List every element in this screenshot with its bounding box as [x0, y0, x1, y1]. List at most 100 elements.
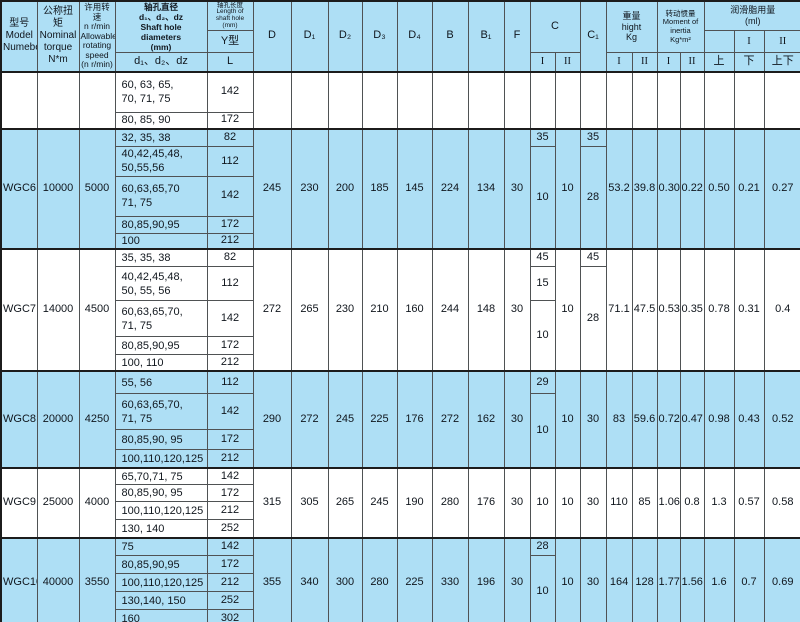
- table-header: 型号 Model Numeber 公称扭矩 Nominal torque N*m…: [0, 0, 800, 73]
- grease-up-cell: 1.3: [703, 466, 735, 539]
- c-i-cell: 29: [529, 369, 556, 395]
- c-i-cell: 10: [529, 146, 556, 250]
- c-i-cell: 28: [529, 536, 556, 557]
- c-i-cell: 15: [529, 266, 556, 302]
- hole-length-cell: 142: [206, 466, 254, 486]
- col-header-weight: 重量 hight Kg: [605, 0, 658, 54]
- grease-updown-cell: 0.27: [763, 127, 800, 250]
- weight-i-cell: 110: [605, 466, 633, 539]
- grease-down-cell: 0.31: [733, 247, 765, 372]
- grease-updown-cell: 0.52: [763, 369, 800, 469]
- dim-f-cell: [503, 70, 531, 130]
- col-header-f: F: [503, 0, 531, 73]
- col-header-model: 型号 Model Numeber: [0, 0, 38, 73]
- dim-d1-cell: [290, 70, 329, 130]
- dim-d-cell: 290: [252, 369, 292, 469]
- grease-down-cell: [733, 70, 765, 130]
- hole-length-cell: 142: [206, 70, 254, 114]
- model-cell: WGC7: [0, 247, 38, 372]
- dim-d2-cell: 245: [327, 369, 363, 469]
- c1-cell: 30: [579, 369, 607, 469]
- dim-d1-cell: 230: [290, 127, 329, 250]
- grease-down-cell: 0.43: [733, 369, 765, 469]
- weight-ii-cell: [631, 70, 658, 130]
- shaft-holes-cell: 60,63,65,70, 71, 75: [114, 393, 208, 431]
- shaft-holes-cell: 80,85,90, 95: [114, 429, 208, 451]
- dim-d-cell: [252, 70, 292, 130]
- hole-length-cell: 302: [206, 609, 254, 622]
- hole-length-cell: 172: [206, 555, 254, 575]
- dim-b-cell: 280: [431, 466, 469, 539]
- dim-d1-cell: 340: [290, 536, 329, 622]
- hole-length-cell: 252: [206, 591, 254, 611]
- col-header-c-i: I: [529, 52, 556, 73]
- model-cell: WGC10: [0, 536, 38, 622]
- dim-d3-cell: 225: [361, 369, 398, 469]
- dim-b-cell: 272: [431, 369, 469, 469]
- model-cell: WGC8: [0, 369, 38, 469]
- c-i-cell: 10: [529, 393, 556, 469]
- dim-d1-cell: 272: [290, 369, 329, 469]
- moment-i-cell: [656, 70, 681, 130]
- shaft-holes-cell: 60, 63, 65, 70, 71, 75: [114, 70, 208, 114]
- dim-d4-cell: 145: [396, 127, 433, 250]
- grease-up-cell: 0.78: [703, 247, 735, 372]
- shaft-holes-cell: 100: [114, 232, 208, 250]
- moment-ii-cell: 0.8: [679, 466, 705, 539]
- c-ii-cell: 10: [554, 536, 581, 622]
- shaft-holes-cell: 80,85,90,95: [114, 555, 208, 575]
- c-ii-cell: 10: [554, 247, 581, 372]
- shaft-holes-cell: 80,85,90,95: [114, 215, 208, 234]
- dim-f-cell: 30: [503, 536, 531, 622]
- c-i-cell: 10: [529, 300, 556, 372]
- hole-length-cell: 252: [206, 519, 254, 539]
- dim-d1-cell: 305: [290, 466, 329, 539]
- weight-ii-cell: 39.8: [631, 127, 658, 250]
- c1-cell: 30: [579, 466, 607, 539]
- shaft-holes-cell: 100,110,120,125: [114, 449, 208, 469]
- speed-cell: 4250: [78, 369, 116, 469]
- dim-b1-cell: 162: [467, 369, 505, 469]
- model-cell: WGC6: [0, 127, 38, 250]
- dim-d3-cell: 185: [361, 127, 398, 250]
- speed-cell: 5000: [78, 127, 116, 250]
- c-i-cell: 10: [529, 466, 556, 539]
- hole-length-cell: 112: [206, 146, 254, 177]
- c1-cell: 35: [579, 127, 607, 148]
- grease-updown-cell: [763, 70, 800, 130]
- shaft-holes-cell: 35, 35, 38: [114, 247, 208, 268]
- dim-d-cell: 315: [252, 466, 292, 539]
- moment-ii-cell: 1.56: [679, 536, 705, 622]
- col-header-shaft-diameters: 轴孔直径 d₁、d₂、dz Shaft hole diameters (mm): [114, 0, 208, 54]
- speed-cell: 4000: [78, 466, 116, 539]
- moment-i-cell: 0.30: [656, 127, 681, 250]
- col-header-moment: 转动惯量 Moment of inertia Kg*m²: [656, 0, 705, 54]
- col-header-grease-down: 下: [733, 52, 765, 73]
- model-cell: WGC9: [0, 466, 38, 539]
- shaft-holes-cell: 60,63,65,70, 71, 75: [114, 300, 208, 338]
- shaft-holes-cell: 80, 85, 90: [114, 112, 208, 130]
- dim-b-cell: 244: [431, 247, 469, 372]
- weight-i-cell: 164: [605, 536, 633, 622]
- grease-spacer-cell: [703, 30, 735, 54]
- moment-i-cell: 0.53: [656, 247, 681, 372]
- c1-cell: 45: [579, 247, 607, 268]
- hole-length-cell: 142: [206, 536, 254, 557]
- grease-down-cell: 0.7: [733, 536, 765, 622]
- grease-up-cell: 0.50: [703, 127, 735, 250]
- c-i-cell: 45: [529, 247, 556, 268]
- col-header-y-type: Y型: [206, 30, 254, 54]
- c-ii-cell: [554, 70, 581, 130]
- dim-d4-cell: 225: [396, 536, 433, 622]
- moment-i-cell: 1.77: [656, 536, 681, 622]
- shaft-holes-cell: 100,110,120,125: [114, 573, 208, 593]
- col-header-d2: D₂: [327, 0, 363, 73]
- grease-up-cell: 0.98: [703, 369, 735, 469]
- torque-cell: 14000: [36, 247, 80, 372]
- dim-d-cell: 272: [252, 247, 292, 372]
- col-header-moment-i: I: [656, 52, 681, 73]
- weight-i-cell: 83: [605, 369, 633, 469]
- hole-length-cell: 212: [206, 573, 254, 593]
- hole-length-cell: 172: [206, 484, 254, 503]
